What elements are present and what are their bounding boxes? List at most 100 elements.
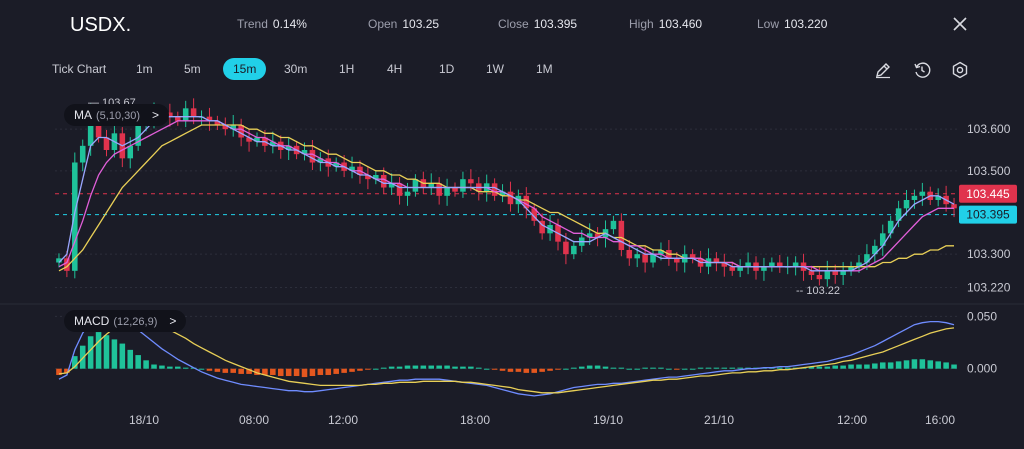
candle-body	[79, 145, 86, 163]
chevron-right-icon: >	[169, 314, 177, 328]
timeframe-30m[interactable]: 30m	[284, 62, 308, 76]
candle-body	[626, 250, 633, 259]
candle-body	[935, 195, 941, 200]
candle-body	[127, 145, 134, 159]
high-label: High	[629, 17, 654, 31]
candle-body	[436, 183, 442, 196]
ma-label: MA	[74, 108, 92, 122]
close-icon[interactable]	[950, 14, 970, 34]
timeframe-1w[interactable]: 1W	[486, 62, 504, 76]
macd-params: (12,26,9)	[113, 316, 158, 328]
x-tick-label: 18:00	[460, 413, 490, 427]
ma30-line	[58, 124, 954, 272]
candle-body	[887, 220, 894, 234]
macd-hist-bar	[182, 367, 189, 369]
timeframe-5m[interactable]: 5m	[184, 62, 201, 76]
timeframe-1d[interactable]: 1D	[439, 62, 455, 76]
candle-body	[87, 112, 94, 146]
candle-body	[674, 258, 680, 263]
candle-body	[911, 195, 918, 200]
macd-hist-bar	[230, 368, 236, 373]
macd-hist-bar	[515, 368, 522, 372]
macd-hist-bar	[483, 368, 490, 370]
macd-hist-bar	[507, 368, 514, 372]
macd-label: MACD	[74, 314, 110, 328]
candlesticks	[56, 98, 957, 287]
red-price-tag-label: 103.445	[966, 187, 1010, 201]
pencil-icon[interactable]	[873, 60, 893, 80]
macd-hist-bar	[246, 368, 252, 374]
candle-body	[103, 137, 110, 150]
candle-body	[373, 175, 379, 180]
macd-hist-bar	[452, 366, 458, 369]
macd-hist-bar	[547, 368, 553, 371]
timeframe-1m[interactable]: 1m	[136, 62, 153, 76]
macd-hist-bar	[555, 368, 561, 370]
high-stat: High 103.460	[629, 17, 702, 31]
candle-body	[816, 275, 823, 280]
candle-body	[951, 204, 957, 209]
candle-body	[856, 262, 862, 267]
candle-body	[56, 258, 62, 263]
candle-body	[761, 266, 767, 271]
x-tick-label: 18/10	[129, 413, 159, 427]
macd-hist-bar	[903, 360, 910, 369]
macd-hist-bar	[721, 367, 728, 369]
macd-line	[58, 312, 955, 397]
tick-chart-button[interactable]: Tick Chart	[52, 62, 107, 76]
macd-hist-bar	[56, 368, 62, 375]
macd-hist-bar	[143, 360, 149, 369]
macd-hist-bar	[919, 359, 926, 369]
macd-hist-bar	[539, 368, 545, 372]
macd-hist-bar	[618, 367, 625, 369]
candle-body	[167, 112, 173, 117]
open-value: 103.25	[402, 17, 440, 31]
y-tick-label: 103.220	[967, 281, 1011, 295]
candle-body	[270, 141, 276, 146]
macd-hist-bar	[864, 364, 870, 369]
macd-hist-bar	[285, 368, 292, 377]
trend-value: 0.14%	[272, 17, 307, 31]
ma-indicator-pill[interactable]: MA (5,10,30) >	[64, 104, 170, 126]
macd-hist-bar	[341, 368, 347, 373]
macd-indicator-pill[interactable]: MACD (12,26,9) >	[64, 310, 187, 332]
macd-histogram	[56, 332, 957, 378]
candle-body	[571, 245, 577, 255]
macd-hist-bar	[626, 368, 633, 370]
macd-hist-bar	[943, 362, 949, 369]
candle-body	[848, 266, 854, 271]
macd-hist-bar	[887, 362, 894, 369]
macd-hist-bar	[602, 366, 609, 369]
macd-hist-bar	[175, 366, 181, 369]
candle-body	[634, 254, 640, 259]
macd-hist-bar	[895, 361, 902, 369]
candle-body	[713, 258, 720, 263]
macd-hist-bar	[159, 365, 165, 369]
close-label: Close	[498, 17, 529, 31]
macd-hist-bar	[642, 367, 648, 369]
candle-body	[238, 125, 244, 138]
macd-hist-bar	[586, 365, 593, 369]
timeframe-15m[interactable]: 15m	[223, 58, 267, 80]
macd-hist-bar	[697, 367, 704, 369]
open-stat: Open 103.25	[368, 17, 439, 31]
timeframe-4h[interactable]: 4H	[387, 62, 403, 76]
timeframe-1h[interactable]: 1H	[339, 62, 355, 76]
macd-hist-bar	[848, 364, 854, 369]
candle-body	[301, 150, 308, 155]
settings-icon[interactable]	[950, 60, 970, 80]
candle-body	[285, 145, 292, 150]
candle-body	[737, 266, 743, 271]
clock-reset-icon[interactable]	[912, 60, 932, 80]
macd-hist-bar	[135, 355, 141, 369]
candle-body	[650, 254, 656, 263]
macd-hist-bar	[396, 366, 403, 369]
macd-hist-bar	[277, 368, 284, 377]
macd-hist-bar	[151, 364, 157, 369]
candle-body	[824, 270, 831, 280]
macd-hist-bar	[832, 365, 838, 369]
macd-hist-bar	[167, 366, 173, 369]
candle-body	[903, 200, 910, 209]
timeframe-1mo[interactable]: 1M	[536, 62, 553, 76]
